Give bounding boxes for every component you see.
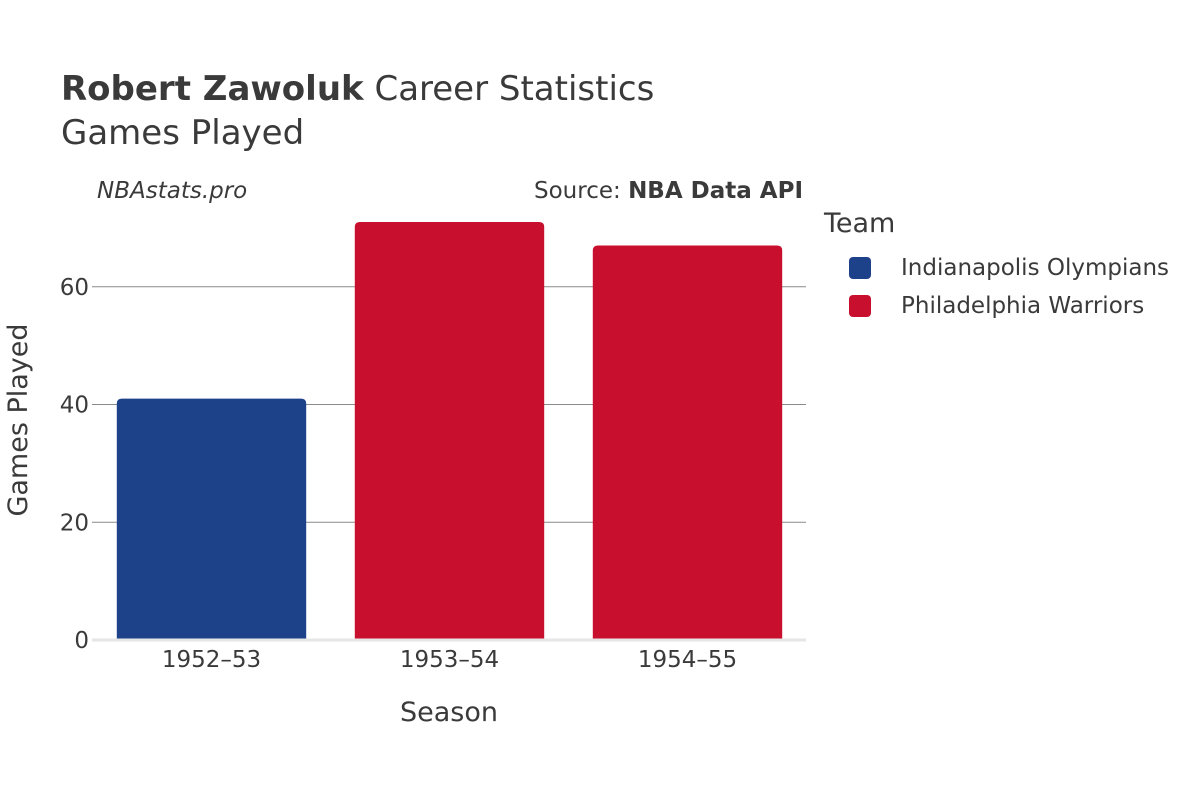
source-prefix: Source:: [534, 178, 629, 204]
y-tick-label: 40: [60, 393, 89, 419]
x-tick-label: 1954–55: [638, 647, 737, 673]
x-tick-label: 1952–53: [162, 647, 261, 673]
legend-label: Philadelphia Warriors: [901, 293, 1145, 319]
source-name: NBA Data API: [628, 178, 803, 204]
axes: 0 20 40 60 1952–53 1953–54 1954–55: [60, 275, 806, 673]
legend-label: Indianapolis Olympians: [901, 255, 1170, 281]
chart-title: Robert Zawoluk Career Statistics: [61, 68, 654, 110]
bars: [116, 222, 783, 640]
x-axis-label: Season: [400, 697, 498, 728]
legend-item-indianapolis-olympians[interactable]: Indianapolis Olympians: [849, 249, 1169, 287]
bar-1954–55: [592, 245, 783, 640]
player-name: Robert Zawoluk: [61, 69, 364, 109]
y-tick-label: 0: [74, 628, 89, 654]
x-tick-label: 1953–54: [400, 647, 499, 673]
y-tick-label: 60: [60, 275, 89, 301]
y-tick-label: 20: [60, 510, 89, 536]
source-label: Source: NBA Data API: [534, 178, 803, 204]
y-axis-label: Games Played: [3, 323, 34, 516]
legend-item-philadelphia-warriors[interactable]: Philadelphia Warriors: [849, 287, 1169, 325]
chart-subtitle: Games Played: [61, 113, 305, 153]
bar-1953–54: [354, 222, 545, 640]
bar-1952–53: [116, 398, 307, 640]
legend-swatch: [849, 295, 871, 317]
legend-title: Team: [824, 208, 896, 239]
title-suffix: Career Statistics: [363, 69, 655, 109]
legend-swatch: [849, 257, 871, 279]
brand-label: NBAstats.pro: [97, 178, 248, 204]
legend: Team Indianapolis Olympians Philadelphia…: [824, 208, 1169, 325]
